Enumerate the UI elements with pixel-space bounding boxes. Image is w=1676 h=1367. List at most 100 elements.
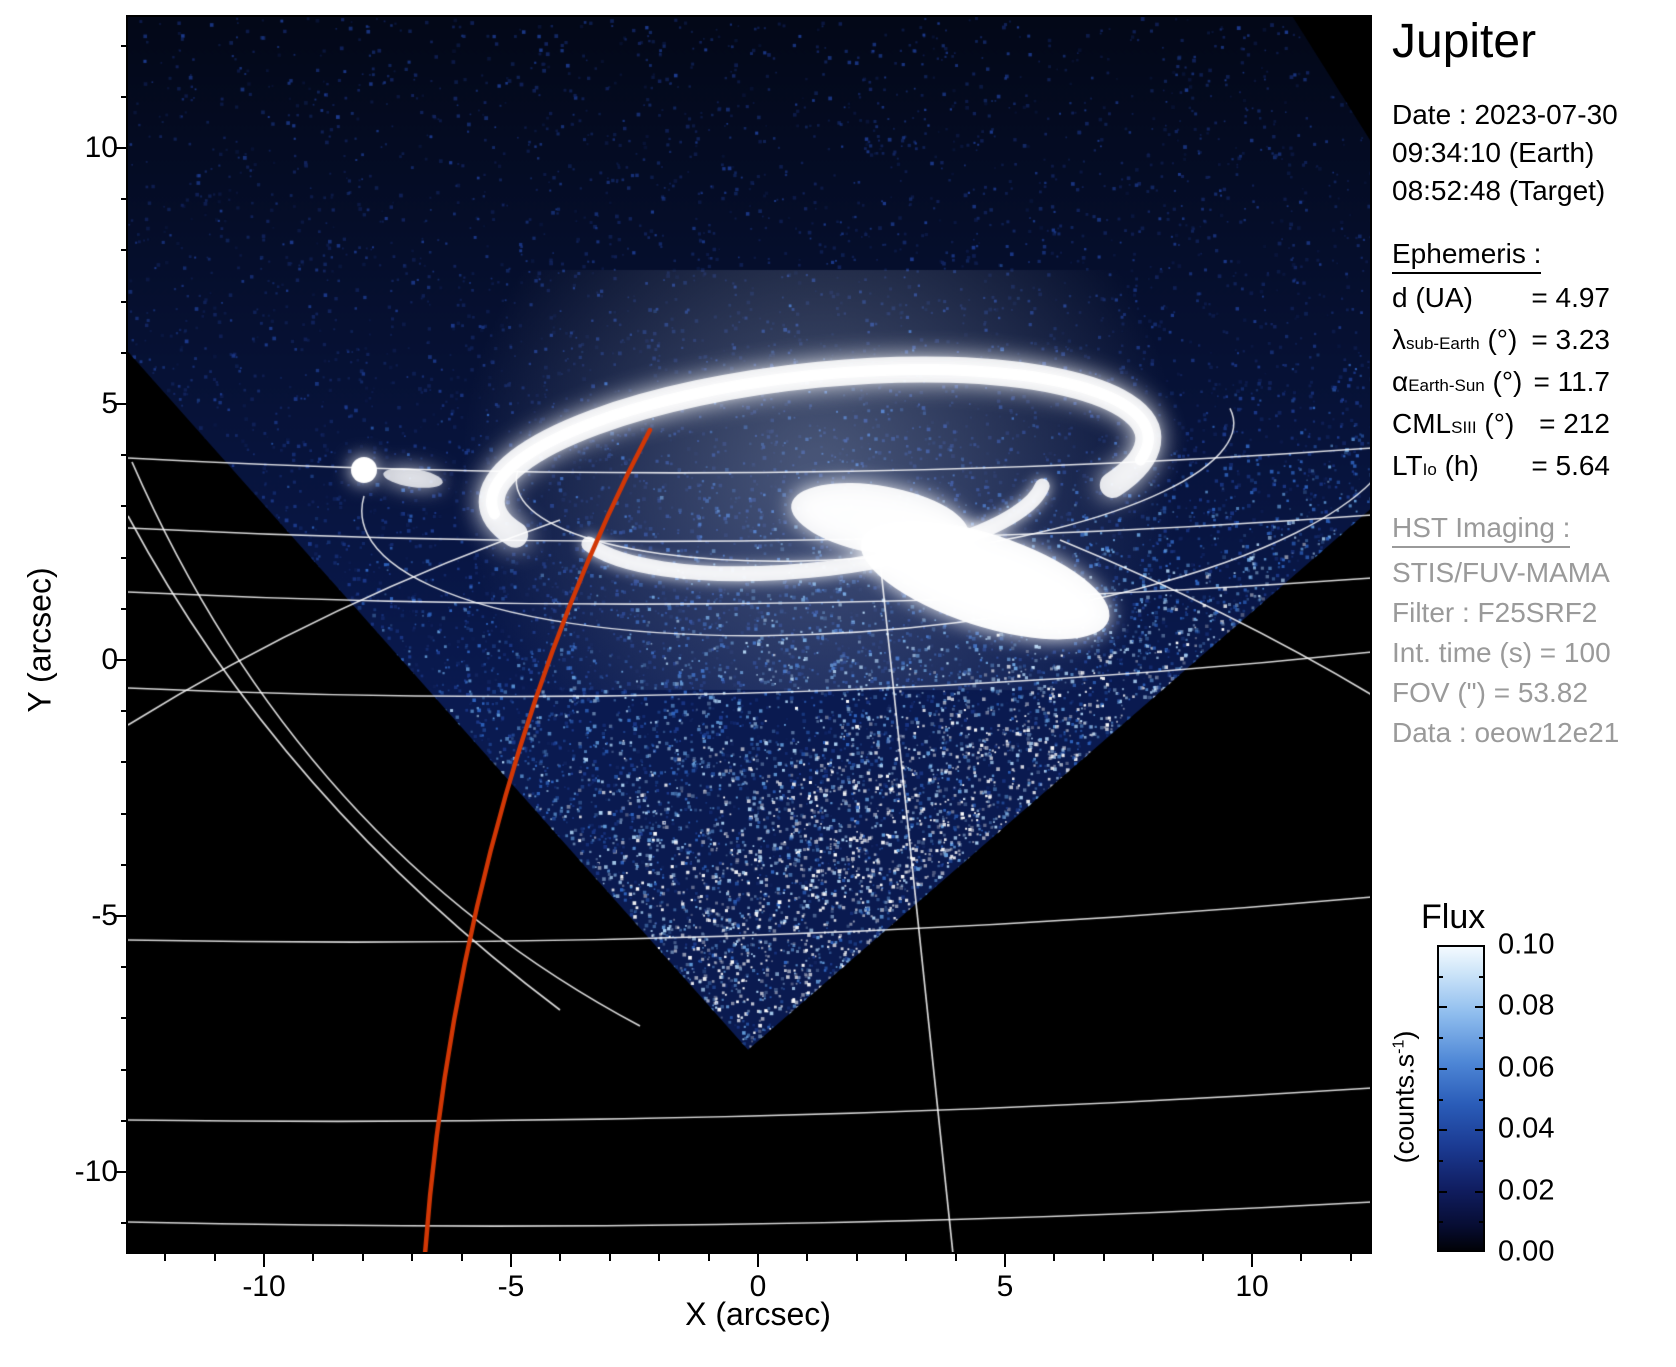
axis-tick: [121, 1017, 128, 1019]
hst-imaging-row: Int. time (s) = 100: [1392, 633, 1619, 673]
colorbar-tick: [1439, 1006, 1447, 1008]
axis-tick: [121, 1120, 128, 1122]
axis-tick: [121, 966, 128, 968]
hst-imaging-row: FOV (") = 53.82: [1392, 673, 1619, 713]
ephemeris-row: d (UA) = 4.97: [1392, 282, 1610, 324]
date-line: Date : 2023-07-30: [1392, 96, 1618, 134]
ephemeris-section: Ephemeris :: [1392, 238, 1541, 274]
axis-tick: [263, 1254, 265, 1267]
axis-tick: [1053, 1254, 1055, 1261]
colorbar-gradient: [1437, 945, 1485, 1252]
colorbar-tick: [1439, 1191, 1447, 1193]
ephemeris-row: λ sub-Earth (°) = 3.23: [1392, 324, 1610, 366]
colorbar-tick-label: 0.02: [1498, 1174, 1554, 1207]
colorbar-tick: [1475, 1068, 1483, 1070]
colorbar-tick: [1479, 1160, 1483, 1162]
colorbar-unit-label: (counts.s-1): [1390, 1031, 1421, 1164]
axis-tick: [121, 45, 128, 47]
y-tick-label: 0: [101, 643, 118, 677]
axis-tick: [1152, 1254, 1154, 1261]
axis-tick: [1350, 1254, 1352, 1261]
axis-tick: [121, 813, 128, 815]
hst-imaging-section: HST Imaging :: [1392, 512, 1570, 548]
hst-imaging-row: Filter : F25SRF2: [1392, 593, 1619, 633]
axis-tick: [955, 1254, 957, 1261]
colorbar-tick-label: 0.06: [1498, 1051, 1554, 1084]
axis-tick: [121, 301, 128, 303]
axis-tick: [411, 1254, 413, 1261]
axis-tick: [121, 198, 128, 200]
colorbar-tick: [1479, 1099, 1483, 1101]
y-tick-label: -5: [91, 899, 118, 933]
axis-tick: [461, 1254, 463, 1261]
hst-imaging-row: Data : oeow12e21: [1392, 713, 1619, 753]
y-tick-label: 10: [85, 131, 118, 165]
axis-tick: [121, 761, 128, 763]
ephemeris-row: LT Io (h) = 5.64: [1392, 450, 1610, 492]
colorbar-tick-label: 0.00: [1498, 1236, 1554, 1269]
colorbar-tick: [1439, 1160, 1443, 1162]
axis-tick: [121, 505, 128, 507]
y-axis-label: Y (arcsec): [22, 567, 59, 712]
x-tick-label: -5: [498, 1270, 525, 1304]
colorbar-tick: [1439, 1068, 1447, 1070]
colorbar-tick: [1475, 1129, 1483, 1131]
earth-time-line: 09:34:10 (Earth): [1392, 134, 1618, 172]
axis-tick: [905, 1254, 907, 1261]
figure-title: Jupiter: [1392, 14, 1536, 69]
axis-tick: [121, 454, 128, 456]
axis-tick: [121, 710, 128, 712]
axis-tick: [559, 1254, 561, 1261]
hst-imaging-rows: STIS/FUV-MAMA Filter : F25SRF2 Int. time (…: [1392, 553, 1619, 753]
colorbar-tick: [1479, 1037, 1483, 1039]
colorbar-tick: [1475, 1250, 1483, 1252]
colorbar-tick: [1475, 1006, 1483, 1008]
colorbar-title: Flux: [1421, 898, 1485, 937]
axis-tick: [121, 864, 128, 866]
axis-tick: [121, 557, 128, 559]
axis-tick: [312, 1254, 314, 1261]
axis-tick: [121, 249, 128, 251]
date-block: Date : 2023-07-30 09:34:10 (Earth) 08:52…: [1392, 96, 1618, 210]
colorbar-tick: [1475, 1191, 1483, 1193]
colorbar-tick: [1439, 1221, 1443, 1223]
ephemeris-heading: Ephemeris :: [1392, 238, 1541, 274]
y-tick-label: -10: [75, 1155, 118, 1189]
ephemeris-rows: d (UA) = 4.97 λ sub-Earth (°) = 3.23 α Earth-S…: [1392, 282, 1610, 492]
colorbar-tick: [1475, 945, 1483, 947]
axis-tick: [1300, 1254, 1302, 1261]
colorbar-tick: [1439, 1129, 1447, 1131]
aurora-image-canvas: [128, 17, 1372, 1254]
axis-tick: [1004, 1254, 1006, 1267]
axis-tick: [708, 1254, 710, 1261]
x-tick-label: 10: [1235, 1270, 1268, 1304]
axis-tick: [806, 1254, 808, 1261]
colorbar-tick: [1439, 976, 1443, 978]
colorbar-tick: [1439, 1099, 1443, 1101]
colorbar-tick-label: 0.10: [1498, 929, 1554, 962]
axis-tick: [121, 352, 128, 354]
hst-imaging-row: STIS/FUV-MAMA: [1392, 553, 1619, 593]
colorbar-tick: [1439, 945, 1447, 947]
ephemeris-row: α Earth-Sun (°) = 11.7: [1392, 366, 1610, 408]
axis-tick: [214, 1254, 216, 1261]
axis-tick: [757, 1254, 759, 1267]
axis-tick: [121, 1069, 128, 1071]
axis-tick: [121, 1222, 128, 1224]
x-axis-label: X (arcsec): [685, 1296, 831, 1333]
colorbar-tick: [1439, 1037, 1443, 1039]
axis-tick: [658, 1254, 660, 1261]
ephemeris-row: CML SIII (°) = 212: [1392, 408, 1610, 450]
axis-tick: [1202, 1254, 1204, 1261]
target-time-line: 08:52:48 (Target): [1392, 172, 1618, 210]
axis-tick: [1251, 1254, 1253, 1267]
axis-tick: [856, 1254, 858, 1261]
axis-tick: [609, 1254, 611, 1261]
hst-imaging-heading: HST Imaging :: [1392, 512, 1570, 548]
colorbar-tick: [1479, 1221, 1483, 1223]
axis-tick: [362, 1254, 364, 1261]
axis-tick: [1103, 1254, 1105, 1261]
axis-tick: [510, 1254, 512, 1267]
figure-root: { "panel": { "title": "Jupiter", "date_l…: [0, 0, 1676, 1367]
colorbar-tick-label: 0.04: [1498, 1113, 1554, 1146]
